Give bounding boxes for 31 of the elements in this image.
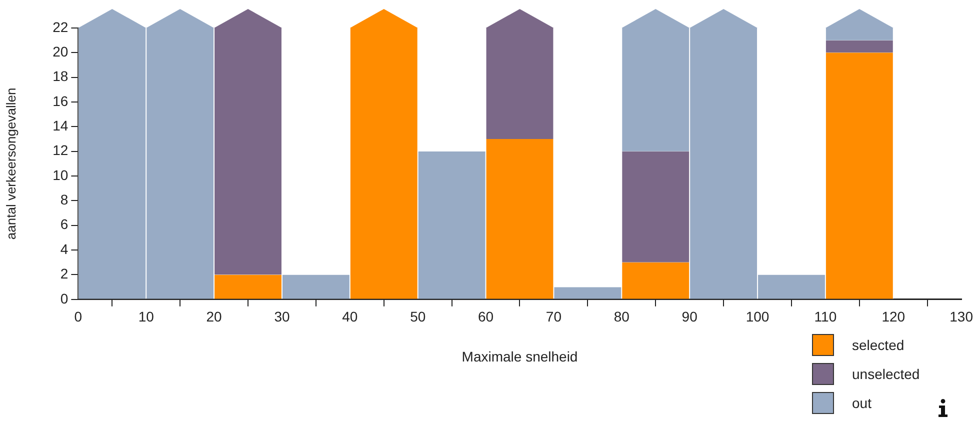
x-tick-label: 80: [614, 308, 630, 325]
y-tick-label: 6: [60, 216, 68, 232]
x-tick-label: 40: [342, 308, 358, 325]
y-tick-label: 14: [52, 118, 68, 134]
y-tick-label: 8: [60, 192, 68, 208]
x-tick-label: 0: [74, 308, 82, 325]
x-tick-label: 70: [546, 308, 562, 325]
legend-label: unselected: [852, 366, 920, 382]
y-tick-label: 0: [60, 290, 68, 306]
y-tick-label: 20: [52, 44, 68, 60]
y-axis-title: aantal verkeersongevallen: [3, 88, 18, 240]
x-axis-title: Maximale snelheid: [462, 348, 578, 364]
y-tick-label: 2: [60, 266, 68, 282]
x-tick-label: 100: [746, 308, 770, 325]
x-tick-label: 30: [274, 308, 290, 325]
y-tick-label: 16: [52, 92, 68, 109]
x-tick-label: 130: [950, 308, 974, 325]
x-tick-label: 120: [882, 308, 906, 325]
x-tick-label: 60: [478, 308, 494, 325]
y-tick-label: 10: [52, 166, 68, 183]
x-tick-label: 50: [410, 308, 426, 325]
y-tick-label: 4: [60, 240, 68, 257]
x-tick-label: 90: [682, 308, 698, 325]
x-tick-label: 10: [138, 308, 154, 325]
y-tick-label: 22: [52, 18, 68, 35]
x-tick-label: 20: [206, 308, 222, 325]
y-tick-label: 12: [52, 142, 68, 158]
x-tick-label: 110: [814, 308, 837, 325]
legend-label: selected: [852, 336, 904, 352]
legend-label: out: [852, 394, 872, 410]
y-tick-label: 18: [52, 68, 68, 84]
